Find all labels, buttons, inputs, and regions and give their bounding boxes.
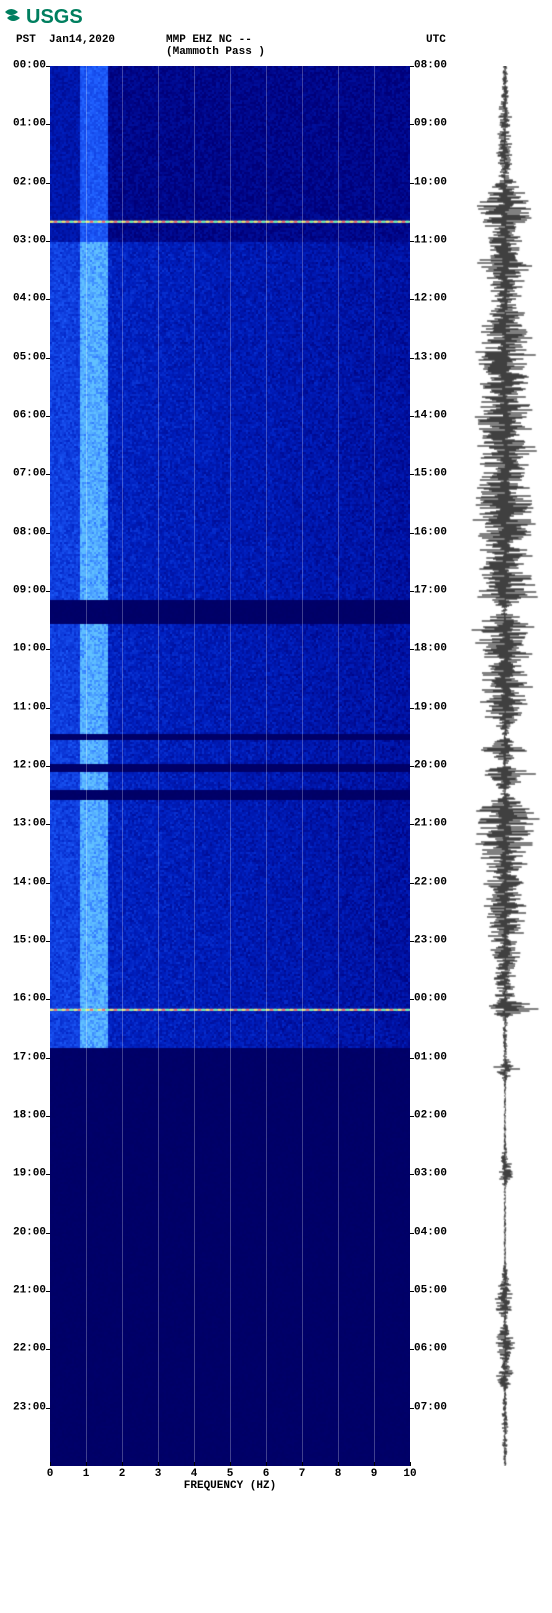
utc-tick: 03:00: [414, 1169, 447, 1180]
utc-tick: 16:00: [414, 527, 447, 538]
utc-tick: 17:00: [414, 586, 447, 597]
utc-tick: 21:00: [414, 819, 447, 830]
pst-tick: 11:00: [13, 702, 46, 713]
pst-tick: 20:00: [13, 1227, 46, 1238]
pst-tick: 01:00: [13, 119, 46, 130]
pst-tick: 09:00: [13, 586, 46, 597]
pst-tick: 05:00: [13, 352, 46, 363]
utc-time-axis: 08:0009:0010:0011:0012:0013:0014:0015:00…: [410, 66, 460, 1466]
utc-tick: 13:00: [414, 352, 447, 363]
utc-tick: 11:00: [414, 236, 447, 247]
svg-text:USGS: USGS: [26, 6, 83, 28]
utc-tick: 02:00: [414, 1111, 447, 1122]
pst-tick: 21:00: [13, 1286, 46, 1297]
utc-tick: 06:00: [414, 1344, 447, 1355]
freq-tick: 5: [227, 1468, 234, 1480]
tz-left-label: PST: [16, 34, 36, 46]
pst-tick: 00:00: [13, 61, 46, 72]
usgs-logo: USGS: [0, 0, 552, 28]
pst-tick: 04:00: [13, 294, 46, 305]
freq-tick: 2: [119, 1468, 126, 1480]
pst-time-axis: 00:0001:0002:0003:0004:0005:0006:0007:00…: [0, 66, 50, 1466]
utc-tick: 05:00: [414, 1286, 447, 1297]
utc-tick: 22:00: [414, 877, 447, 888]
pst-tick: 12:00: [13, 761, 46, 772]
pst-tick: 19:00: [13, 1169, 46, 1180]
pst-tick: 16:00: [13, 994, 46, 1005]
freq-tick: 3: [155, 1468, 162, 1480]
pst-tick: 14:00: [13, 877, 46, 888]
freq-tick: 6: [263, 1468, 270, 1480]
seismogram-waveform: [462, 66, 548, 1466]
tz-right-label: UTC: [426, 34, 446, 46]
pst-tick: 17:00: [13, 1052, 46, 1063]
plot-area: 00:00 01:00 02:00 03:00 04:00 05:00 06:00 07:00…: [0, 66, 552, 1496]
freq-tick: 1: [83, 1468, 90, 1480]
spectrogram: [50, 66, 410, 1466]
freq-tick: 9: [371, 1468, 378, 1480]
utc-tick: 00:00: [414, 994, 447, 1005]
utc-tick: 07:00: [414, 1402, 447, 1413]
freq-tick: 0: [47, 1468, 54, 1480]
utc-tick: 04:00: [414, 1227, 447, 1238]
pst-tick: 18:00: [13, 1111, 46, 1122]
date-label: Jan14,2020: [49, 34, 115, 46]
utc-tick: 20:00: [414, 761, 447, 772]
frequency-axis: 012345678910 FREQUENCY (HZ): [50, 1466, 410, 1496]
pst-tick: 13:00: [13, 819, 46, 830]
utc-tick: 19:00: [414, 702, 447, 713]
utc-tick: 10:00: [414, 177, 447, 188]
utc-tick: 14:00: [414, 411, 447, 422]
freq-tick: 4: [191, 1468, 198, 1480]
pst-tick: 06:00: [13, 411, 46, 422]
utc-tick: 09:00: [414, 119, 447, 130]
utc-tick: 12:00: [414, 294, 447, 305]
utc-tick: 23:00: [414, 936, 447, 947]
chart-header: PST Jan14,2020 MMP EHZ NC -- (Mammoth Pa…: [0, 34, 552, 58]
pst-tick: 10:00: [13, 644, 46, 655]
utc-tick: 15:00: [414, 469, 447, 480]
freq-tick: 8: [335, 1468, 342, 1480]
pst-tick: 02:00: [13, 177, 46, 188]
station-code: MMP EHZ NC --: [166, 34, 386, 46]
pst-tick: 15:00: [13, 936, 46, 947]
pst-tick: 22:00: [13, 1344, 46, 1355]
freq-tick: 7: [299, 1468, 306, 1480]
utc-tick: 18:00: [414, 644, 447, 655]
utc-tick: 08:00: [414, 61, 447, 72]
pst-tick: 03:00: [13, 236, 46, 247]
frequency-axis-label: FREQUENCY (HZ): [50, 1480, 410, 1492]
pst-tick: 07:00: [13, 469, 46, 480]
utc-tick: 01:00: [414, 1052, 447, 1063]
pst-tick: 23:00: [13, 1402, 46, 1413]
pst-tick: 08:00: [13, 527, 46, 538]
station-name: (Mammoth Pass ): [166, 46, 386, 58]
freq-tick: 10: [403, 1468, 416, 1480]
